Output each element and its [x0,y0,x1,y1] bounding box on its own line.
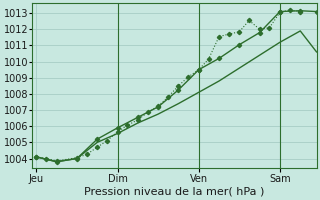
X-axis label: Pression niveau de la mer( hPa ): Pression niveau de la mer( hPa ) [84,187,265,197]
